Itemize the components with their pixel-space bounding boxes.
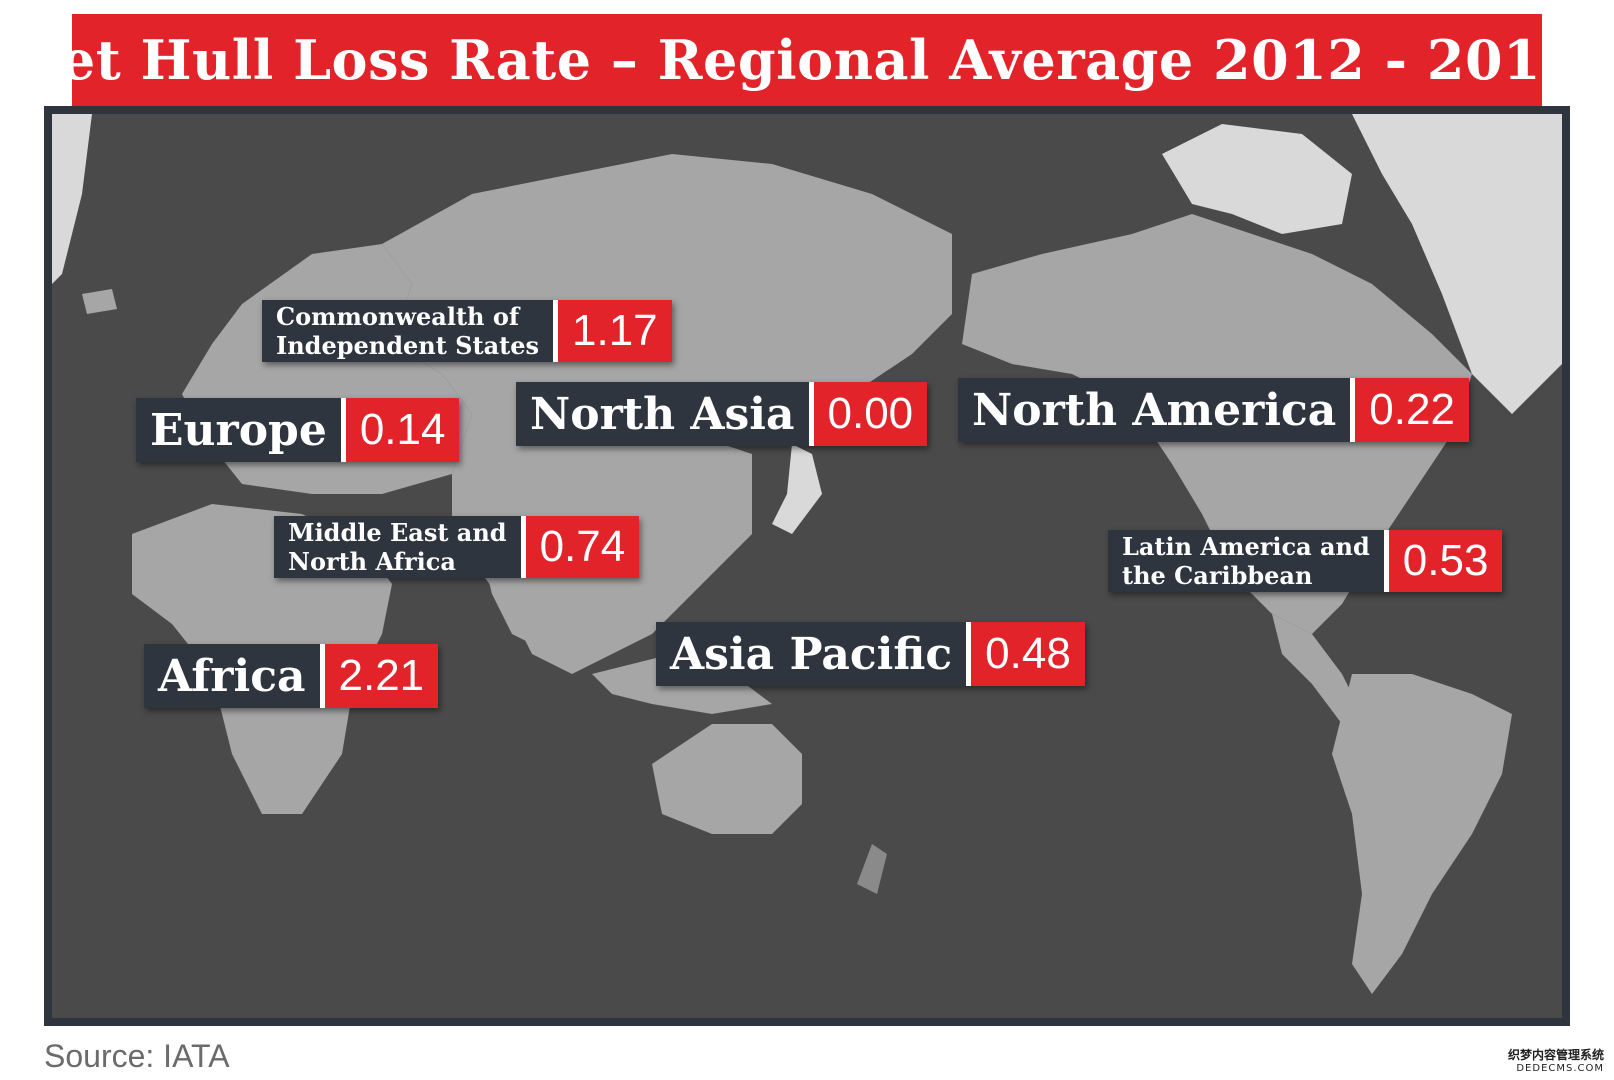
australia-shape — [652, 724, 802, 834]
watermark: 织梦内容管理系统 DEDECMS.COM — [1508, 1046, 1604, 1074]
region-name: Europe — [136, 398, 341, 462]
region-label-africa: Africa 2.21 — [144, 644, 439, 708]
region-value: 0.14 — [345, 398, 460, 462]
region-value: 2.21 — [324, 644, 439, 708]
arctic-left-shape — [52, 114, 92, 284]
region-name: Asia Pacific — [656, 622, 967, 686]
region-value: 0.48 — [971, 622, 1085, 686]
south-america-shape — [1332, 674, 1512, 994]
japan-shape — [772, 444, 822, 534]
region-label-asia-pacific: Asia Pacific 0.48 — [656, 622, 1085, 686]
arctic-islands-shape — [1162, 124, 1352, 234]
page-title: Jet Hull Loss Rate – Regional Average 20… — [34, 28, 1580, 92]
watermark-line-1: 织梦内容管理系统 — [1507, 1048, 1604, 1062]
region-name: North America — [958, 378, 1351, 442]
region-name: Latin America and the Caribbean — [1108, 530, 1384, 592]
region-value: 0.00 — [813, 382, 928, 446]
region-value: 0.22 — [1355, 378, 1469, 442]
region-label-europe: Europe 0.14 — [136, 398, 460, 462]
greenland-shape — [1352, 114, 1562, 414]
map-frame: Commonwealth of Independent States 1.17 … — [44, 106, 1570, 1026]
new-zealand-shape — [857, 844, 887, 894]
region-label-north-america: North America 0.22 — [958, 378, 1469, 442]
region-name: North Asia — [516, 382, 809, 446]
region-name: Commonwealth of Independent States — [262, 300, 554, 362]
watermark-line-2: DEDECMS.COM — [1516, 1063, 1604, 1074]
central-america-shape — [1272, 614, 1362, 724]
region-label-mena: Middle East and North Africa 0.74 — [274, 516, 640, 578]
region-name: Middle East and North Africa — [274, 516, 521, 578]
region-value: 1.17 — [558, 300, 672, 362]
region-value: 0.53 — [1388, 530, 1503, 592]
region-label-north-asia: North Asia 0.00 — [516, 382, 928, 446]
title-banner: Jet Hull Loss Rate – Regional Average 20… — [35, 14, 1579, 106]
iceland-shape — [82, 289, 117, 314]
source-caption: Source: IATA — [44, 1038, 230, 1074]
region-label-latam: Latin America and the Caribbean 0.53 — [1108, 530, 1503, 592]
north-asia-shape — [382, 154, 952, 434]
region-name: Africa — [144, 644, 320, 708]
region-label-cis: Commonwealth of Independent States 1.17 — [262, 300, 672, 362]
region-value: 0.74 — [525, 516, 640, 578]
world-map: Commonwealth of Independent States 1.17 … — [52, 114, 1562, 1018]
